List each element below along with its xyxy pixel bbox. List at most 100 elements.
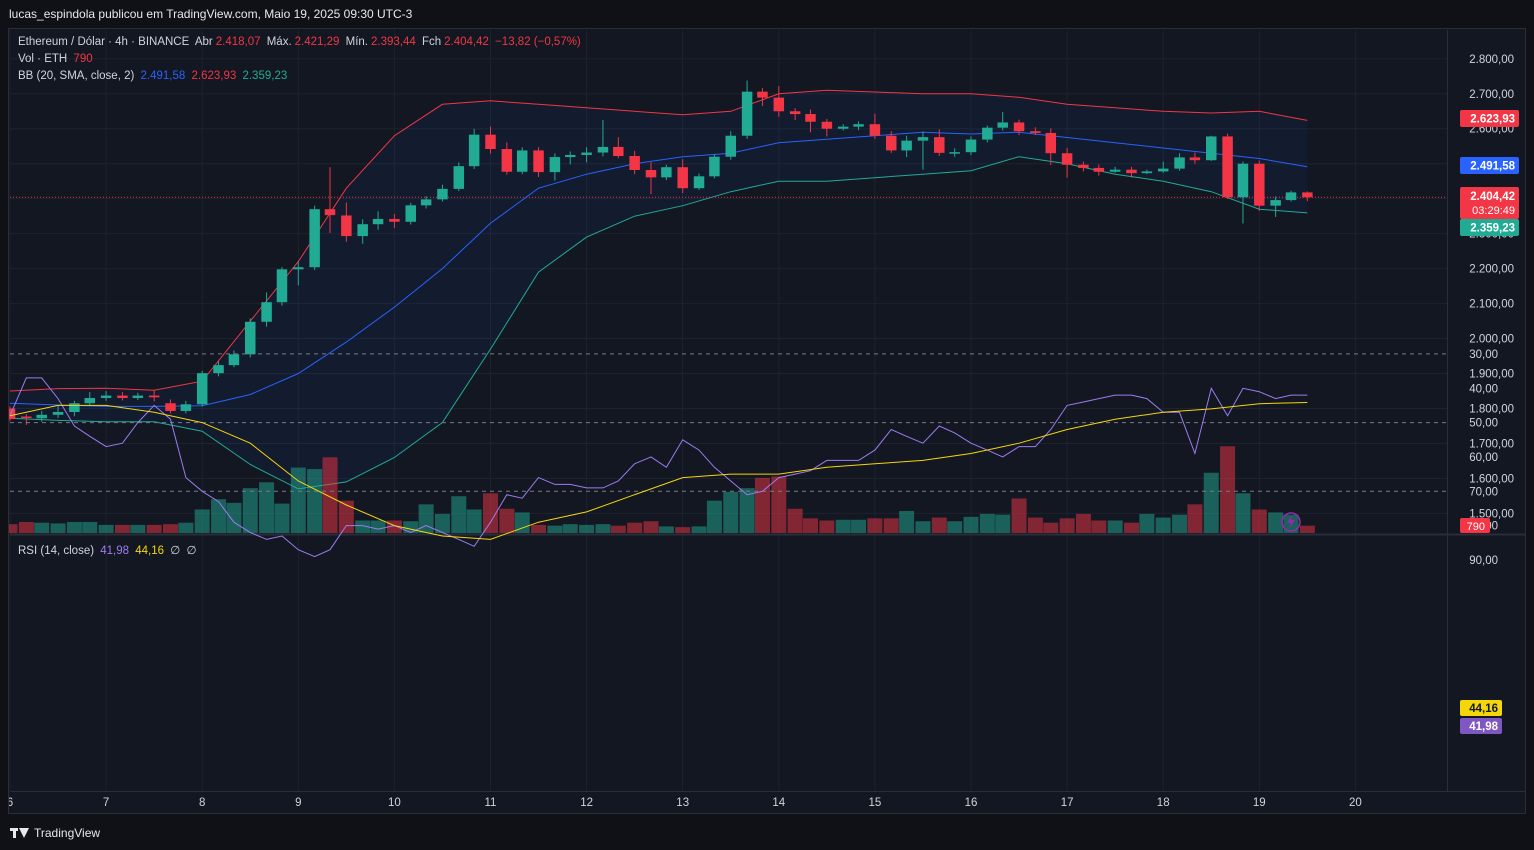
volume-bar — [403, 521, 419, 533]
volume-bar — [883, 518, 899, 533]
bb-upper-line — [9, 89, 1308, 392]
chart-frame[interactable]: 2.800,002.700,002.600,002.500,002.400,00… — [8, 28, 1526, 814]
bb-lower-value: 2.359,23 — [242, 70, 288, 82]
volume-bar — [1235, 493, 1251, 533]
candle-body — [805, 114, 816, 122]
candle-body — [757, 91, 768, 98]
volume-bar — [146, 524, 162, 533]
bb-basis-line — [9, 131, 1308, 407]
price-tick-label: 2.200,00 — [1469, 264, 1514, 276]
rsi-tick-label: 30,00 — [1469, 349, 1498, 361]
candle-body — [1206, 136, 1217, 161]
price-tick-label: 2.100,00 — [1469, 299, 1514, 311]
rsi-tag-bg — [1460, 718, 1502, 734]
high-value: 2.421,29 — [294, 36, 340, 48]
last-price-tag-text: 2.404,42 — [1470, 191, 1515, 203]
candle-body — [773, 97, 785, 112]
lightning-icon[interactable] — [1281, 512, 1301, 532]
volume-bar — [259, 482, 275, 533]
candle-body — [853, 124, 864, 127]
volume-bar — [771, 476, 787, 533]
volume-bar — [706, 500, 722, 533]
volume-bar — [658, 526, 674, 533]
rsi-tick-label: 50,00 — [1469, 418, 1498, 430]
time-tick-label: 13 — [676, 797, 689, 809]
rsi-ma-tag-text: 44,16 — [1469, 703, 1498, 715]
candle-body — [437, 188, 448, 200]
rsi-label[interactable]: RSI (14, close) — [18, 545, 95, 557]
candle-body — [36, 414, 47, 419]
candle-body — [324, 209, 336, 216]
rsi-line — [9, 377, 1308, 558]
candle-body — [982, 127, 993, 140]
chart-canvas[interactable]: 2.800,002.700,002.600,002.500,002.400,00… — [9, 29, 1525, 813]
volume-bar — [547, 525, 563, 533]
time-tick-label: 18 — [1157, 797, 1170, 809]
basis-tag[interactable]: 2.491,58 — [1460, 157, 1519, 174]
volume-bar — [819, 520, 835, 533]
volume-label[interactable]: Vol · ETH — [18, 53, 68, 65]
rsi-tick-label: 70,00 — [1469, 486, 1498, 498]
candle-body — [885, 135, 897, 151]
last-price-tag[interactable]: 2.404,42 03:29:49 — [1460, 187, 1519, 219]
close-label: Fch — [421, 36, 442, 48]
candle-body — [1126, 169, 1137, 174]
candle-body — [1157, 168, 1169, 172]
candle-body — [1189, 157, 1201, 161]
volume-bar — [995, 514, 1011, 533]
volume-bar — [338, 500, 354, 533]
volume-tag[interactable]: 790 — [1460, 518, 1490, 533]
volume-bar — [434, 513, 450, 533]
tradingview-logo[interactable]: TradingView — [10, 826, 100, 840]
candle-body — [677, 167, 688, 189]
candle-body — [180, 404, 192, 411]
candle-body — [1285, 192, 1297, 201]
candle-body — [1093, 167, 1105, 172]
volume-bar — [418, 504, 434, 533]
open-label: Abr — [194, 36, 213, 48]
low-label: Mín. — [345, 36, 368, 48]
rsi-tick-label: 60,00 — [1469, 452, 1498, 464]
candle-body — [420, 199, 432, 206]
volume-bar — [483, 493, 498, 533]
candle-body — [645, 170, 657, 178]
candle-body — [21, 416, 32, 419]
candle-body — [148, 395, 160, 398]
candle-body — [165, 403, 176, 411]
time-tick-label: 17 — [1061, 797, 1074, 809]
price-tick-label: 1.800,00 — [1469, 404, 1514, 416]
candle-body — [1078, 164, 1089, 168]
volume-tag-bg — [1460, 518, 1490, 533]
volume-bar — [211, 499, 227, 533]
candles — [9, 80, 1313, 425]
symbol-name[interactable]: Ethereum / Dólar · 4h · BINANCE — [18, 36, 190, 48]
time-tick-label: 8 — [199, 797, 205, 809]
candle-body — [245, 321, 256, 355]
rsi-legend: RSI (14, close) 41,98 44,16 ∅ ∅ — [18, 543, 200, 557]
volume-bars — [9, 446, 1315, 533]
upper-band-tag[interactable]: 2.623,93 — [1460, 110, 1519, 127]
volume-bar — [1251, 509, 1267, 533]
upper-band-tag-text: 2.623,93 — [1470, 114, 1515, 126]
time-tick-label: 11 — [485, 797, 497, 809]
candle-body — [1254, 163, 1265, 206]
candle-body — [468, 134, 480, 167]
candle-body — [934, 137, 945, 153]
time-tick-label: 9 — [295, 797, 301, 809]
bb-label[interactable]: BB (20, SMA, close, 2) — [18, 70, 135, 82]
candle-body — [405, 205, 416, 222]
rsi-tag[interactable]: 41,98 — [1460, 718, 1502, 734]
candle-body — [1222, 136, 1233, 198]
volume-bar — [66, 521, 82, 533]
candle-body — [117, 395, 128, 399]
volume-bar — [899, 510, 915, 533]
rsi-ma-tag[interactable]: 44,16 — [1460, 700, 1502, 716]
candle-body — [997, 122, 1008, 128]
open-value: 2.418,07 — [215, 36, 261, 48]
volume-bar — [1268, 512, 1284, 533]
lower-band-tag[interactable]: 2.359,23 — [1460, 219, 1519, 236]
axis-tags: 2.623,93 2.491,58 2.404,42 03:29:49 2.359,23… — [1460, 110, 1519, 734]
volume-bar — [739, 488, 755, 533]
candle-body — [869, 124, 881, 136]
price-tick-label: 1.500,00 — [1469, 508, 1514, 520]
